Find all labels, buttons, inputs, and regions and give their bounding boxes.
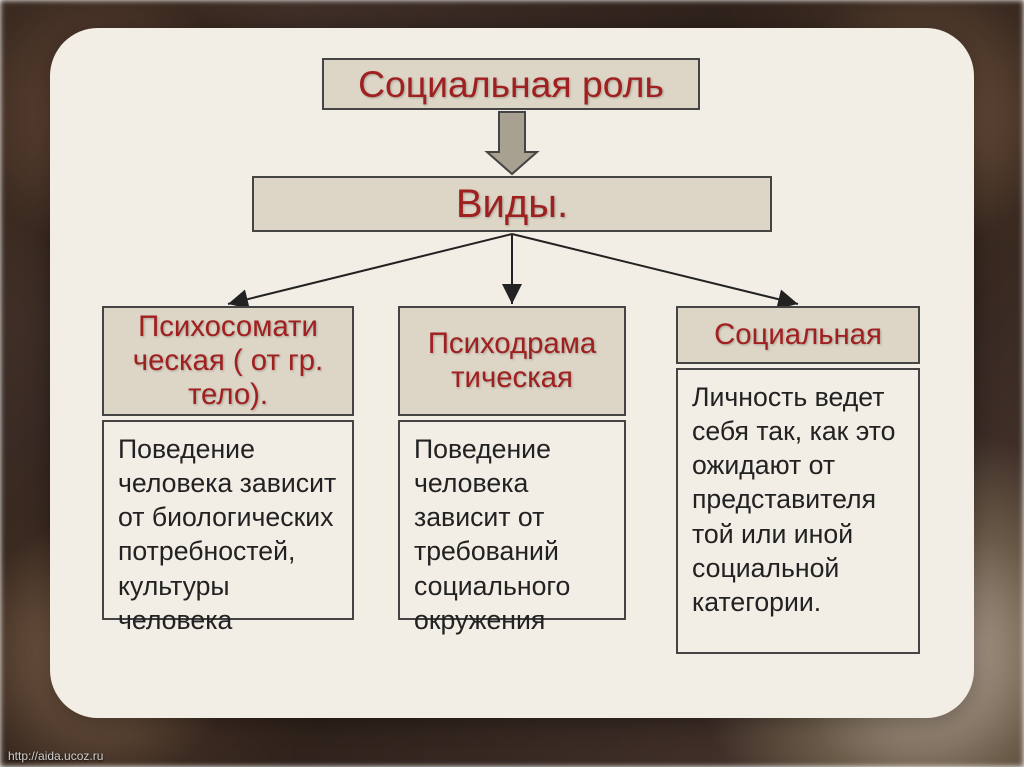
footer-url: http://aida.ucoz.ru [8,749,103,763]
root-label: Социальная роль [358,63,664,106]
column-1-desc: Поведение человека зависит от требований… [414,434,570,635]
root-box: Социальная роль [322,58,700,110]
column-2-title: Социальная [714,318,882,352]
mid-label: Виды. [456,182,568,227]
column-2-desc: Личность ведет себя так, как это ожидают… [692,382,895,617]
column-0-title-box: Психосомати ческая ( от гр. тело). [102,306,354,416]
column-0-title: Психосомати ческая ( от гр. тело). [110,310,346,412]
column-1-title: Психодрама тическая [406,327,618,395]
column-2-title-box: Социальная [676,306,920,364]
column-0-desc-box: Поведение человека зависит от биологичес… [102,420,354,620]
column-0-desc: Поведение человека зависит от биологичес… [118,434,336,635]
column-2-desc-box: Личность ведет себя так, как это ожидают… [676,368,920,654]
mid-box: Виды. [252,176,772,232]
column-1-desc-box: Поведение человека зависит от требований… [398,420,626,620]
column-1-title-box: Психодрама тическая [398,306,626,416]
